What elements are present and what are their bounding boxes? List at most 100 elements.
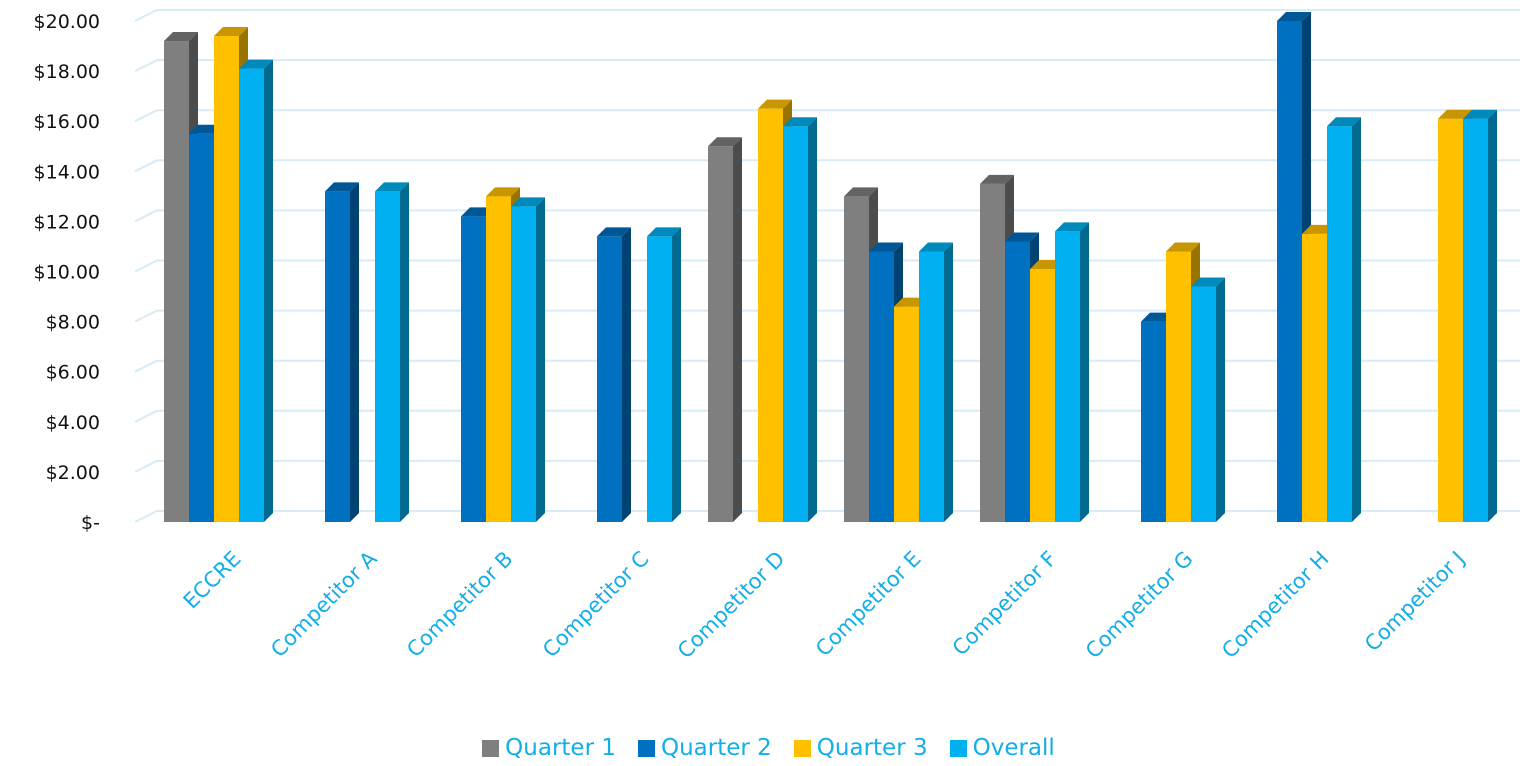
gridline (134, 209, 1520, 223)
y-tick-label: $2.00 (46, 462, 100, 484)
legend-item-quarter-1: Quarter 1 (482, 735, 616, 761)
bar-top (1277, 12, 1311, 21)
bar-front (844, 196, 869, 522)
y-axis: $- $2.00 $4.00 $6.00 $8.00 $10.00 $12.00 $14.00… (34, 11, 100, 534)
bar-front (919, 251, 944, 522)
bar-overall (1191, 277, 1225, 522)
bar-side (808, 117, 817, 523)
x-tick-label: Competitor D (673, 547, 790, 664)
gridline (134, 59, 1520, 72)
bar-top (1191, 277, 1225, 287)
y-tick-label: $4.00 (46, 412, 100, 434)
y-tick-label: $20.00 (34, 11, 100, 33)
y-tick-label: $- (81, 512, 100, 534)
bar-side (264, 59, 273, 522)
bar-top (1327, 117, 1361, 127)
bars (164, 12, 1497, 523)
bar-front (894, 306, 919, 522)
bar-front (1327, 126, 1352, 523)
bar-quarter-2 (325, 182, 359, 522)
gridlines (134, 9, 1520, 523)
bar-top (1005, 232, 1039, 242)
bar-front (758, 108, 783, 523)
bar-overall (511, 197, 545, 522)
bar-front (375, 191, 400, 522)
bar-top (869, 242, 903, 252)
bar-chart: $- $2.00 $4.00 $6.00 $8.00 $10.00 $12.00 $14.00… (34, 9, 1520, 663)
bar-overall (647, 227, 681, 522)
bar-front (1166, 251, 1191, 522)
bar-top (1055, 222, 1089, 232)
bar-side (1216, 277, 1225, 522)
legend: Quarter 1 Quarter 2 Quarter 3 Overall (0, 731, 1537, 765)
gridline (134, 109, 1520, 123)
y-tick-label: $8.00 (46, 312, 100, 334)
bar-overall (375, 182, 409, 522)
bar-overall (1327, 117, 1361, 523)
y-tick-label: $16.00 (34, 111, 100, 133)
legend-label: Overall (972, 735, 1055, 761)
bar-top (919, 242, 953, 252)
bar-front (1277, 21, 1302, 522)
legend-swatch (793, 739, 811, 757)
bar-front (511, 206, 536, 522)
bar-front (708, 146, 733, 522)
bar-quarter-1 (708, 137, 742, 522)
x-axis: ECCRE Competitor A Competitor B Competitor … (179, 546, 1470, 663)
bar-front (189, 133, 214, 522)
bar-side (1352, 117, 1361, 523)
x-tick-label: Competitor H (1217, 547, 1333, 663)
bar-side (944, 242, 953, 522)
bar-top (511, 197, 545, 207)
bar-overall (1463, 109, 1497, 522)
bar-front (325, 191, 350, 522)
bar-quarter-2 (597, 227, 631, 522)
bar-front (1463, 118, 1488, 522)
bar-front (486, 196, 511, 522)
legend-label: Quarter 1 (505, 735, 616, 761)
legend-item-quarter-3: Quarter 3 (793, 735, 928, 761)
x-tick-label: Competitor F (948, 547, 1062, 661)
bar-top (597, 227, 631, 237)
bar-front (647, 236, 672, 522)
bar-front (1005, 241, 1030, 522)
x-tick-label: Competitor G (1081, 547, 1198, 664)
y-tick-label: $18.00 (34, 61, 100, 83)
bar-front (597, 236, 622, 522)
legend-swatch (637, 739, 655, 757)
legend-item-overall: Overall (949, 735, 1055, 761)
bar-top (980, 174, 1014, 184)
bar-side (350, 182, 359, 522)
bar-top (486, 187, 520, 197)
bar-side (1080, 222, 1089, 523)
y-tick-label: $14.00 (34, 161, 100, 183)
y-tick-label: $6.00 (46, 362, 100, 384)
bar-top (758, 99, 792, 109)
bar-overall (239, 59, 273, 522)
bar-front (239, 68, 264, 522)
bar-top (214, 27, 248, 37)
x-tick-label: Competitor C (538, 547, 654, 663)
legend-label: Quarter 2 (660, 735, 772, 761)
bar-top (783, 117, 817, 127)
bar-overall (1055, 222, 1089, 523)
bar-top (375, 182, 409, 192)
bar-side (1488, 109, 1497, 522)
bar-top (1463, 109, 1497, 119)
bar-top (844, 187, 878, 197)
gridline (134, 159, 1520, 173)
bar-front (1055, 231, 1080, 523)
bar-side (733, 137, 742, 522)
y-tick-label: $10.00 (34, 262, 100, 284)
bar-top (1166, 242, 1200, 252)
bar-front (1438, 118, 1463, 522)
bar-overall (919, 242, 953, 522)
gridline (134, 9, 1520, 22)
bar-front (1191, 286, 1216, 522)
bar-front (214, 36, 239, 522)
bar-side (400, 182, 409, 522)
legend-swatch (949, 739, 967, 757)
bar-front (1141, 321, 1166, 522)
bar-front (869, 251, 894, 522)
bar-top (708, 137, 742, 147)
